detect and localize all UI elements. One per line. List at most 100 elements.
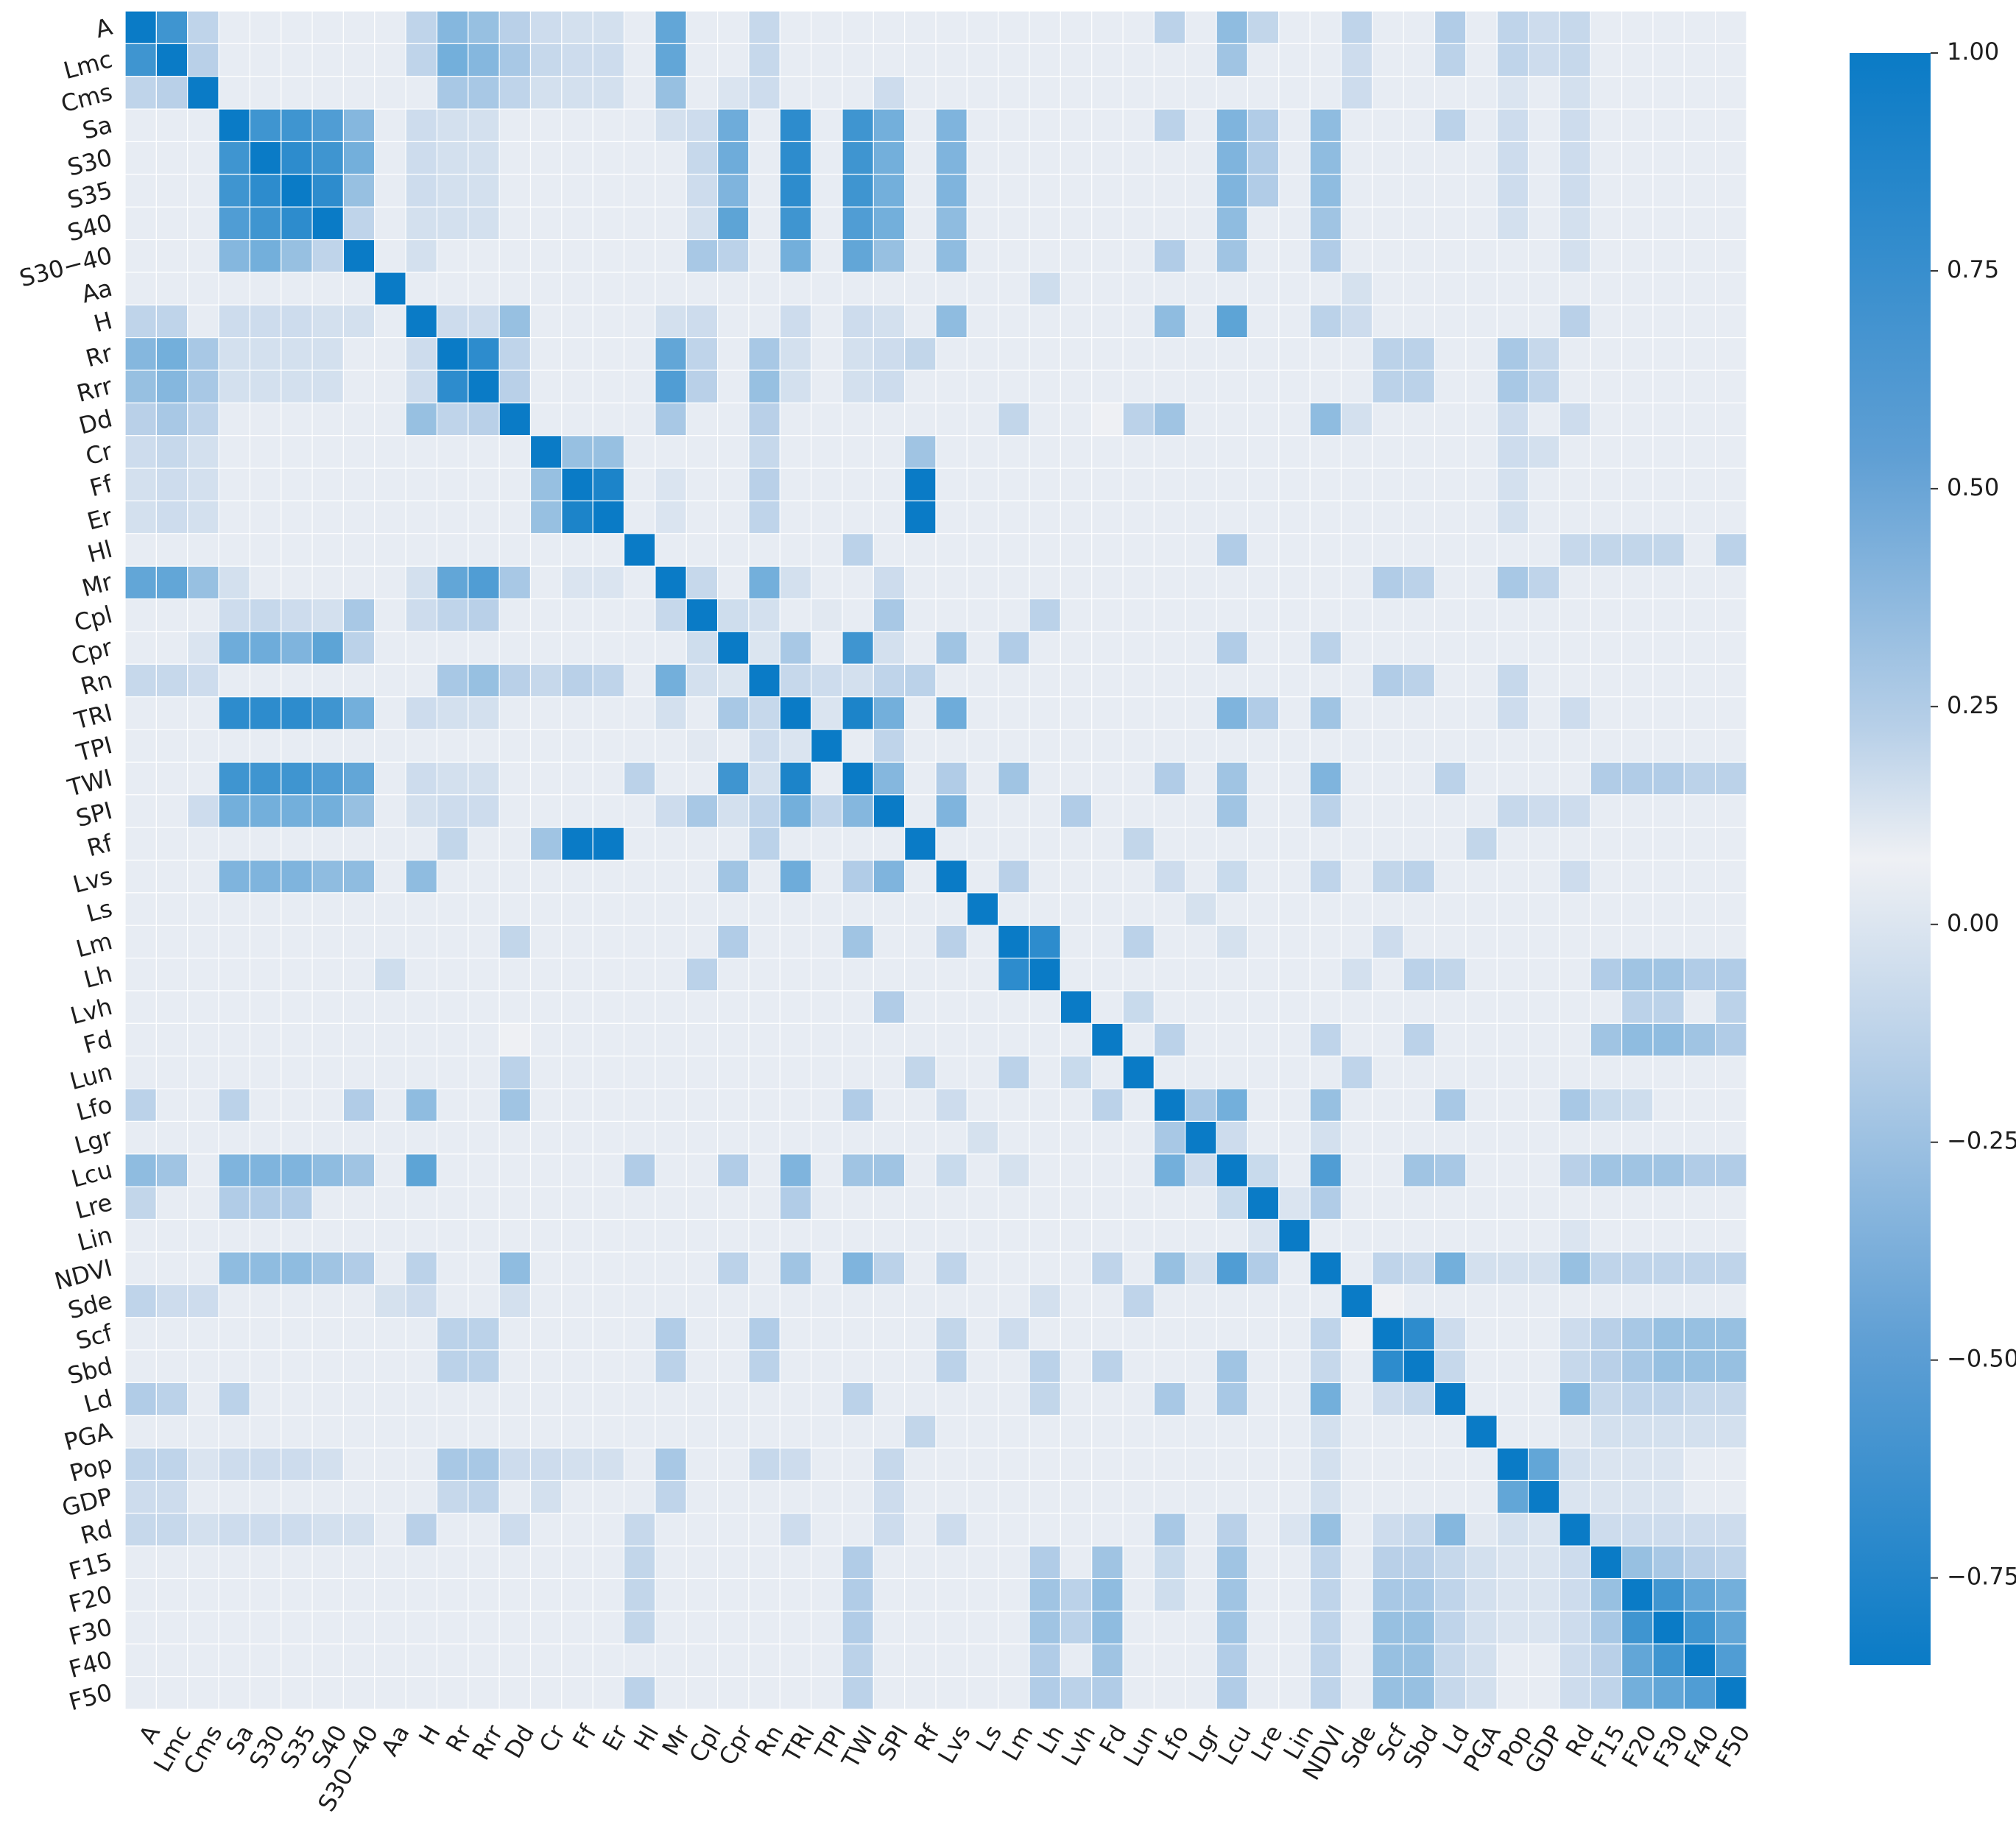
heatmap-cell-TWI-Cpl bbox=[685, 761, 719, 796]
heatmap-cell-F15-Rd bbox=[1559, 1545, 1591, 1580]
heatmap-cell-Ld-Cms bbox=[187, 1382, 219, 1416]
heatmap-cell-Sde-Lmc bbox=[155, 1284, 188, 1318]
heatmap-cell-Dd-Er bbox=[592, 402, 625, 437]
heatmap-cell-Pop-Sa bbox=[218, 1447, 250, 1482]
heatmap-cell-Rf-A bbox=[124, 827, 157, 861]
heatmap-cell-NDVI-A bbox=[124, 1251, 157, 1285]
heatmap-cell-Lin-Aa bbox=[374, 1218, 406, 1253]
heatmap-cell-Aa-Lvs bbox=[935, 272, 968, 305]
heatmap-cell-S35-F20 bbox=[1621, 174, 1654, 208]
heatmap-cell-F40-S40 bbox=[311, 1643, 345, 1678]
heatmap-cell-Lmc-Lcu bbox=[1216, 43, 1249, 77]
heatmap-cell-SPI-Lun bbox=[1122, 794, 1155, 828]
heatmap-cell-Lin-Lh bbox=[1029, 1218, 1061, 1253]
heatmap-cell-Lre-Lre bbox=[1247, 1186, 1280, 1220]
heatmap-cell-Hl-PGA bbox=[1465, 533, 1498, 567]
heatmap-cell-Er-Cms bbox=[187, 500, 219, 534]
heatmap-cell-F20-S35 bbox=[281, 1577, 313, 1612]
heatmap-cell-S30-40-F50 bbox=[1715, 238, 1747, 273]
heatmap-cell-F20-F50 bbox=[1715, 1577, 1747, 1612]
heatmap-cell-Lgr-Mr bbox=[655, 1120, 687, 1155]
heatmap-cell-Lfo-Rf bbox=[904, 1088, 937, 1123]
heatmap-cell-Cr-Ld bbox=[1434, 435, 1467, 469]
heatmap-cell-Rd-Ff bbox=[561, 1513, 593, 1547]
heatmap-cell-Scf-Lh bbox=[1029, 1317, 1061, 1351]
heatmap-cell-Scf-Cpr bbox=[716, 1317, 750, 1351]
x-tick-label: H bbox=[413, 1720, 446, 1750]
heatmap-cell-Hl-Lh bbox=[1029, 533, 1061, 567]
heatmap-cell-Ff-Lre bbox=[1247, 467, 1280, 502]
heatmap-cell-Pop-Mr bbox=[655, 1447, 687, 1482]
heatmap-cell-Sa-Ld bbox=[1434, 108, 1467, 143]
heatmap-cell-F15-Lin bbox=[1278, 1545, 1311, 1580]
heatmap-cell-F20-Aa bbox=[374, 1577, 406, 1612]
heatmap-cell-Rn-Fd bbox=[1091, 663, 1124, 698]
heatmap-cell-Pop-Cpl bbox=[685, 1447, 719, 1482]
heatmap-cell-TPI-Rr bbox=[436, 729, 469, 763]
heatmap-cell-TWI-S35 bbox=[281, 761, 313, 796]
heatmap-cell-Sde-Cr bbox=[529, 1284, 563, 1318]
heatmap-cell-Hl-F50 bbox=[1715, 533, 1747, 567]
heatmap-cell-Lin-Cpr bbox=[716, 1218, 750, 1253]
heatmap-cell-F30-Rn bbox=[748, 1611, 780, 1644]
heatmap-cell-TRI-Rn bbox=[748, 696, 780, 730]
heatmap-cell-Lgr-Lfo bbox=[1153, 1120, 1186, 1155]
heatmap-cell-Lmc-Lvs bbox=[935, 43, 968, 77]
heatmap-cell-Sa-GDP bbox=[1527, 108, 1560, 143]
heatmap-cell-Lcu-Lgr bbox=[1185, 1153, 1217, 1187]
heatmap-cell-Hl-Cpl bbox=[685, 533, 719, 567]
heatmap-cell-F20-S30-40 bbox=[342, 1577, 376, 1612]
heatmap-cell-Ld-Ff bbox=[561, 1382, 593, 1416]
heatmap-cell-Cpr-Rr bbox=[436, 631, 469, 665]
heatmap-cell-H-F15 bbox=[1590, 304, 1623, 339]
y-tick-label: H bbox=[91, 306, 115, 338]
heatmap-cell-Rn-Sde bbox=[1340, 663, 1373, 698]
heatmap-cell-S40-Rrr bbox=[468, 206, 500, 241]
heatmap-cell-S30-Cr bbox=[529, 141, 563, 175]
heatmap-cell-Rr-NDVI bbox=[1309, 337, 1342, 371]
heatmap-cell-Cpr-Lvs bbox=[935, 631, 968, 665]
heatmap-cell-Rd-Fd bbox=[1091, 1513, 1124, 1547]
heatmap-cell-GDP-S30 bbox=[249, 1480, 282, 1514]
heatmap-cell-Sde-F40 bbox=[1683, 1284, 1716, 1318]
heatmap-cell-Lgr-Rrr bbox=[468, 1120, 500, 1155]
heatmap-cell-Lvs-Lin bbox=[1278, 859, 1311, 894]
heatmap-cell-Lcu-Fd bbox=[1091, 1153, 1124, 1187]
heatmap-cell-Dd-Fd bbox=[1091, 402, 1124, 437]
heatmap-cell-F30-Ls bbox=[966, 1611, 999, 1644]
heatmap-cell-Lh-Scf bbox=[1372, 957, 1404, 992]
heatmap-cell-Ff-Lvh bbox=[1060, 467, 1093, 502]
heatmap-cell-Lmc-F40 bbox=[1683, 43, 1716, 77]
heatmap-cell-Mr-Lfo bbox=[1153, 565, 1186, 600]
heatmap-cell-Cms-F30 bbox=[1652, 76, 1685, 110]
heatmap-cell-S35-PGA bbox=[1465, 174, 1498, 208]
colorbar-tick-label: 0.25 bbox=[1947, 691, 1999, 719]
heatmap-cell-F30-Lgr bbox=[1185, 1611, 1217, 1644]
heatmap-cell-GDP-Scf bbox=[1372, 1480, 1404, 1514]
heatmap-cell-Rf-Ld bbox=[1434, 827, 1467, 861]
y-tick-label: Rn bbox=[77, 665, 115, 701]
heatmap-cell-Lin-Lun bbox=[1122, 1218, 1155, 1253]
heatmap-cell-GDP-F30 bbox=[1652, 1480, 1685, 1514]
heatmap-cell-Dd-Lun bbox=[1122, 402, 1155, 437]
heatmap-cell-Lm-Lun bbox=[1122, 925, 1155, 959]
heatmap-cell-TPI-Rrr bbox=[468, 729, 500, 763]
heatmap-cell-S30-S30-40 bbox=[342, 141, 376, 175]
heatmap-cell-F50-PGA bbox=[1465, 1676, 1498, 1710]
heatmap-cell-S30-F50 bbox=[1715, 141, 1747, 175]
heatmap-cell-H-Rd bbox=[1559, 304, 1591, 339]
heatmap-cell-TRI-Lm bbox=[998, 696, 1030, 730]
heatmap-cell-Aa-Lre bbox=[1247, 272, 1280, 305]
heatmap-cell-Lmc-Lun bbox=[1122, 43, 1155, 77]
heatmap-cell-Fd-S30 bbox=[249, 1022, 282, 1057]
heatmap-cell-A-TPI bbox=[811, 10, 843, 44]
heatmap-cell-Lgr-Lmc bbox=[155, 1120, 188, 1155]
heatmap-cell-Cms-Lh bbox=[1029, 76, 1061, 110]
heatmap-cell-Pop-Aa bbox=[374, 1447, 406, 1482]
heatmap-cell-Pop-F40 bbox=[1683, 1447, 1716, 1482]
heatmap-cell-Aa-Er bbox=[592, 272, 625, 305]
heatmap-cell-Lvh-TWI bbox=[842, 990, 874, 1024]
heatmap-cell-Cms-H bbox=[405, 76, 438, 110]
heatmap-cell-Lvs-Fd bbox=[1091, 859, 1124, 894]
heatmap-cell-S30-Scf bbox=[1372, 141, 1404, 175]
